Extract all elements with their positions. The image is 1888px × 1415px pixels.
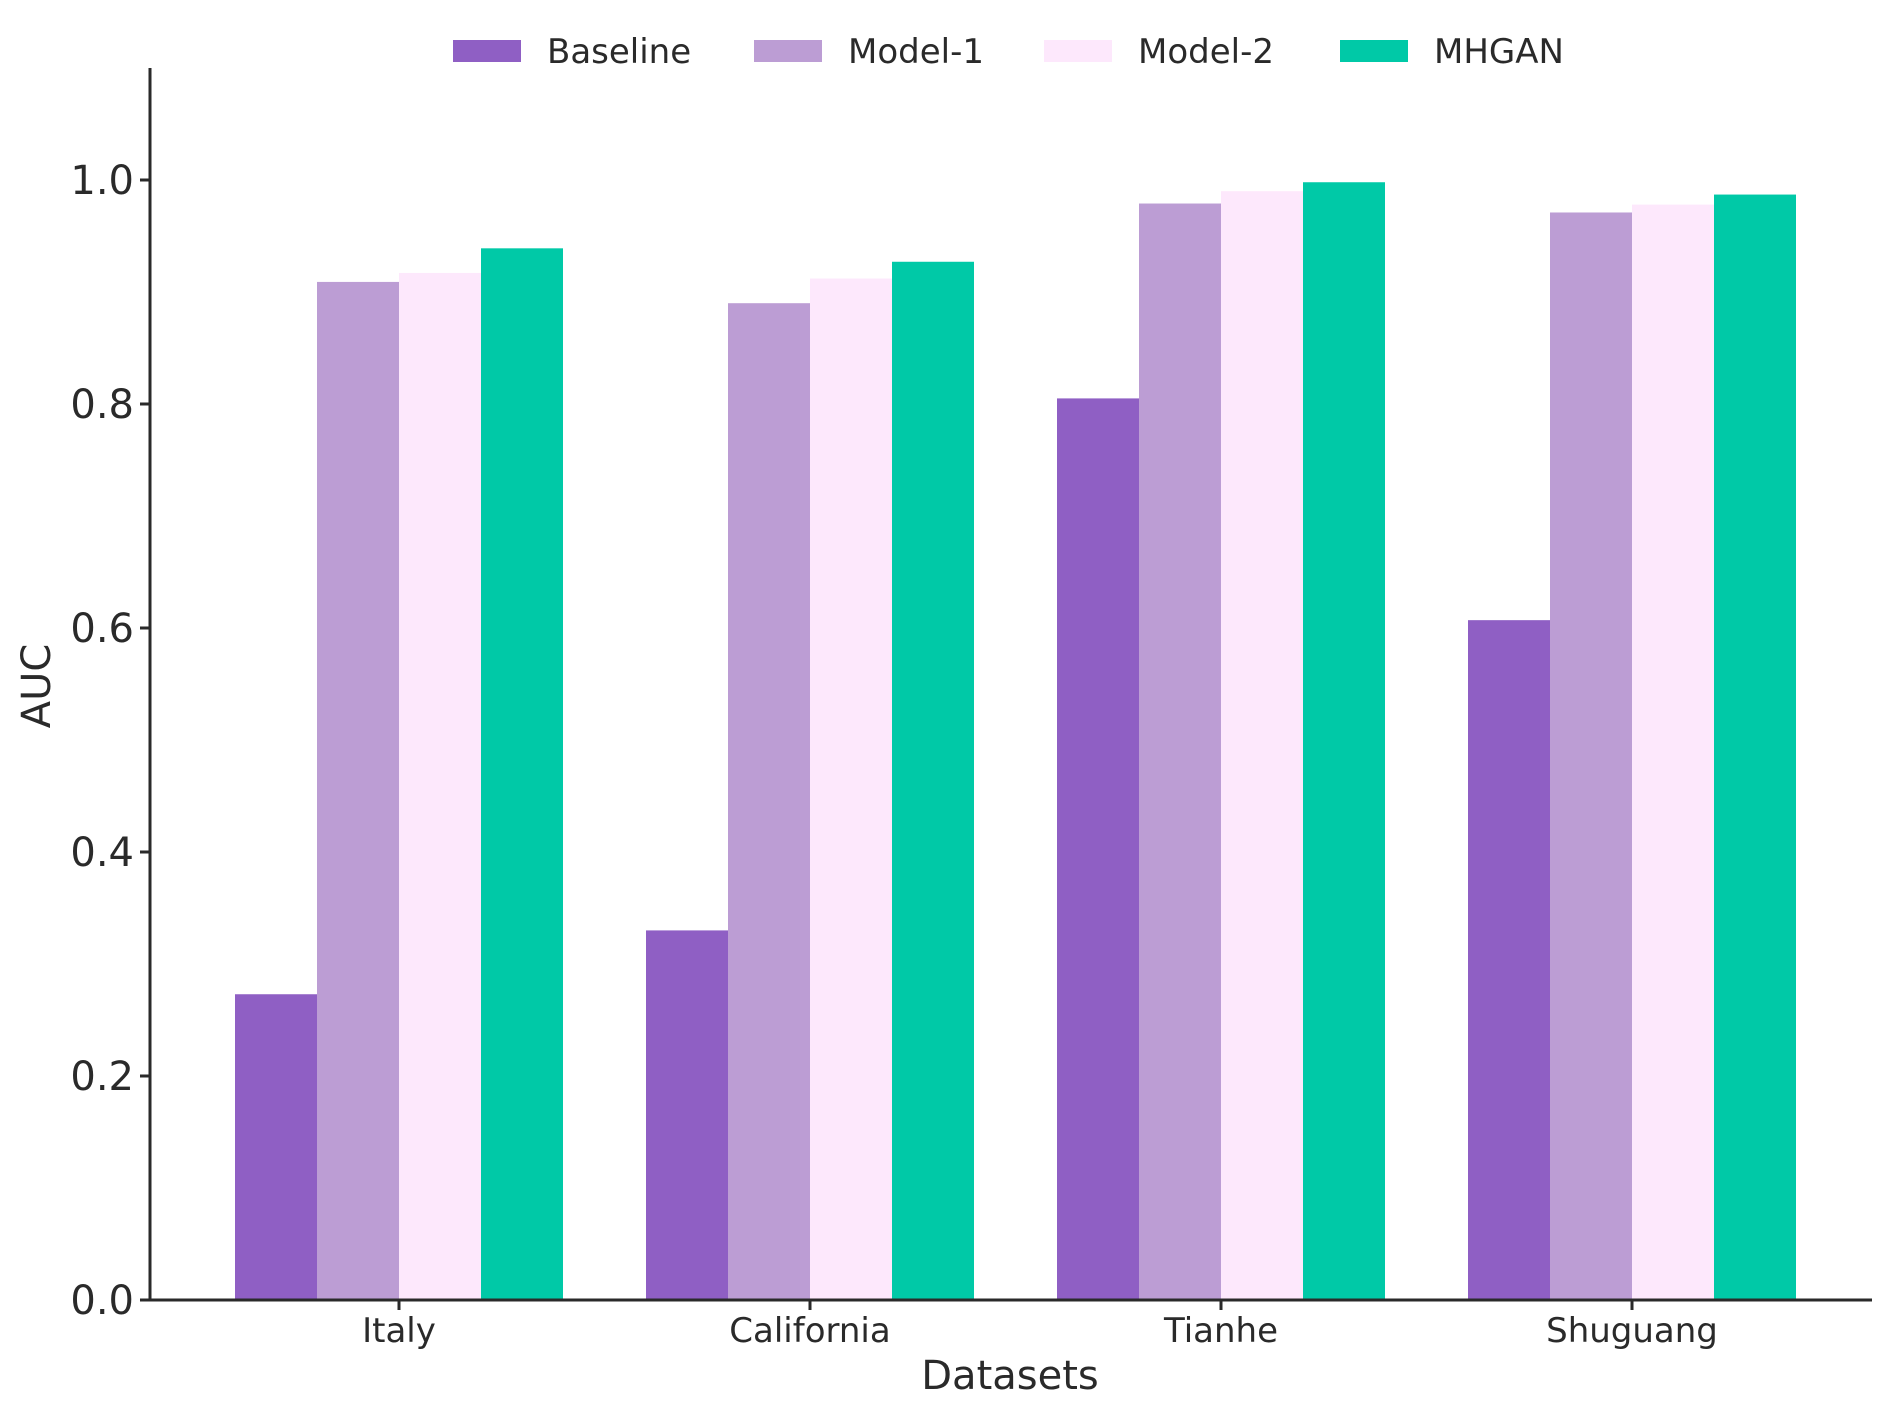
bar-mhgan-italy	[481, 248, 563, 1300]
bar-model-1-italy	[317, 281, 399, 1300]
legend-swatch-model-2	[1044, 40, 1112, 62]
axes-group	[148, 68, 1872, 1302]
y-tick-label: 0.2	[70, 1054, 134, 1100]
legend-label-baseline: Baseline	[547, 32, 691, 72]
bar-model-1-shuguang	[1550, 212, 1632, 1301]
bar-mhgan-california	[892, 261, 974, 1300]
bar-model-2-shuguang	[1632, 204, 1714, 1300]
x-axis-title: Datasets	[921, 1353, 1098, 1399]
bar-mhgan-tianhe	[1303, 182, 1385, 1301]
bar-model-1-tianhe	[1139, 203, 1221, 1300]
legend-swatch-mhgan	[1340, 40, 1408, 62]
bars-group	[235, 182, 1796, 1301]
bar-mhgan-shuguang	[1714, 194, 1796, 1300]
bar-model-2-italy	[399, 272, 481, 1301]
y-tick-label: 0.8	[70, 382, 134, 428]
bar-model-1-california	[728, 303, 810, 1300]
legend: Baseline Model-1 Model-2 MHGAN	[453, 32, 1564, 72]
x-tick-label-italy: Italy	[362, 1311, 436, 1351]
bar-baseline-tianhe	[1057, 398, 1139, 1300]
bar-model-2-tianhe	[1221, 191, 1303, 1301]
y-tick-label: 0.4	[70, 830, 134, 876]
bar-baseline-italy	[235, 994, 317, 1300]
y-tick-label: 1.0	[70, 158, 134, 204]
legend-label-model-1: Model-1	[848, 32, 984, 72]
y-tick-label: 0.6	[70, 606, 134, 652]
bar-baseline-shuguang	[1468, 620, 1550, 1300]
legend-label-mhgan: MHGAN	[1434, 32, 1564, 72]
y-axis-title: AUC	[14, 644, 60, 729]
legend-swatch-model-1	[754, 40, 822, 62]
x-tick-label-tianhe: Tianhe	[1163, 1311, 1278, 1351]
bar-model-2-california	[810, 278, 892, 1300]
legend-label-model-2: Model-2	[1138, 32, 1274, 72]
x-tick-label-california: California	[729, 1311, 890, 1351]
y-ticks: 0.0 0.2 0.4 0.6 0.8 1.0	[70, 158, 150, 1324]
legend-swatch-baseline	[453, 40, 521, 62]
x-tick-label-shuguang: Shuguang	[1546, 1311, 1718, 1351]
bar-baseline-california	[646, 930, 728, 1300]
y-tick-label: 0.0	[70, 1278, 134, 1324]
x-ticks: Italy California Tianhe Shuguang	[362, 1300, 1718, 1351]
